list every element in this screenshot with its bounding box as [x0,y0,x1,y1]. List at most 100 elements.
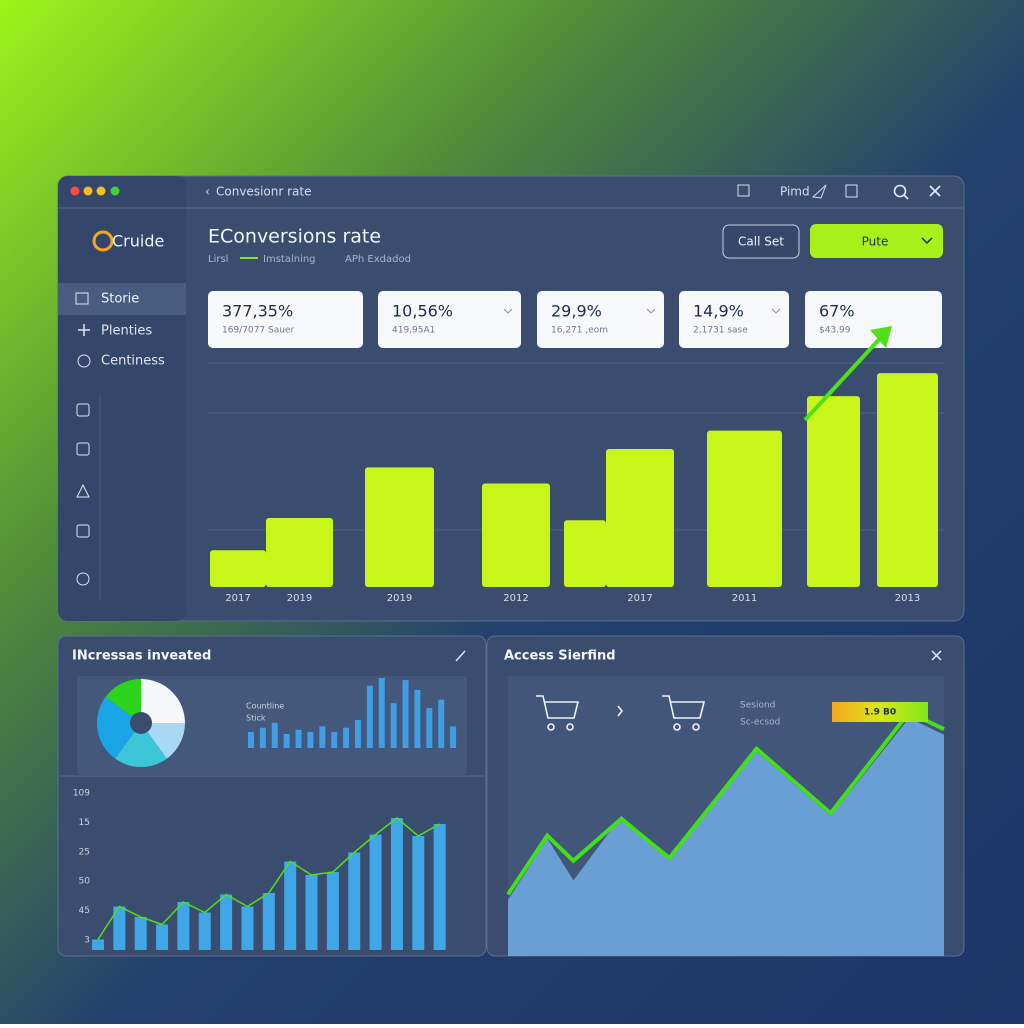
x-tick-label: 2017 [627,593,652,604]
x-tick-label: 2012 [503,593,528,604]
bar [450,726,457,748]
search-icon[interactable] [893,184,907,198]
axis-label: 25 [79,847,90,857]
bar [177,902,190,950]
nav-icon[interactable] [76,524,90,538]
note: Sesiond [740,701,775,711]
bar [378,678,385,748]
chevron[interactable] [921,237,933,245]
back-chevron[interactable]: ‹ [205,185,210,199]
logo: Cruide [112,232,164,251]
button[interactable] [722,224,800,259]
nav-icon[interactable] [76,403,90,417]
bar [807,396,860,587]
icon[interactable] [845,184,858,198]
kpi-value: 67% [819,302,855,321]
close-icon[interactable] [931,650,942,661]
bar [606,449,674,587]
kpi-card [679,291,789,348]
window-dot[interactable] [96,186,106,196]
search-label[interactable]: Pimd [780,185,810,199]
nav-icon[interactable] [76,572,90,586]
filter[interactable]: Imstalning [263,254,316,265]
icon[interactable] [737,184,750,197]
bar [331,731,338,748]
page-title: EConversions rate [208,226,381,248]
pie-slice [115,723,167,767]
bar [210,550,266,587]
bar [266,518,333,587]
kpi-value: 10,56% [392,302,453,321]
kpi-row: 377,35% 169/7077 Sauer 10,56% 419,95A1 29,9%… [208,291,942,348]
logo-icon [92,230,114,252]
kpi-card [378,291,521,348]
filter[interactable]: APh Exdadod [345,254,411,265]
bar [92,939,104,950]
pie-slice [105,679,141,723]
bar [707,430,782,587]
kpi-value: 377,35% [222,302,293,321]
bar [262,893,275,950]
button-label[interactable]: Pute [862,235,889,249]
axis-label: 109 [73,789,90,799]
bar [355,720,361,748]
kpi-label: $43.99 [819,326,851,336]
bar [433,824,446,950]
kpi-card [208,291,363,348]
trend-line [97,817,441,940]
nav-item[interactable]: Storie [101,292,139,307]
kpi-label: 419,95A1 [392,326,435,336]
close-icon[interactable] [929,185,941,197]
badge-label: 1.9 B0 [864,708,896,718]
bar [366,685,373,748]
filter[interactable]: Lirsl [208,254,228,265]
x-tick-label: 2011 [732,593,757,604]
axis-label: 3 [84,936,90,946]
axis-label: 45 [79,906,90,916]
button-label[interactable]: Call Set [738,235,784,249]
chevron [646,308,656,314]
trend-arrow [803,331,887,422]
window-dot[interactable] [70,186,80,196]
bar [365,467,434,587]
bar [307,731,314,748]
bar [412,836,425,950]
nav-item[interactable]: Centiness [101,354,165,369]
bar [390,703,397,748]
send-icon[interactable] [811,184,827,199]
search-icon[interactable] [903,194,909,200]
window-dot[interactable] [110,186,120,196]
bar [284,861,297,950]
badge [832,702,928,722]
bar [426,708,433,748]
window-title: Convesionr rate [216,185,311,199]
bar [248,731,254,748]
nav-icon[interactable] [76,483,90,498]
panel-title: INcressas inveated [72,649,211,664]
bar [241,906,254,950]
kpi-value: 29,9% [551,302,602,321]
window-dot[interactable] [83,186,93,196]
button[interactable] [810,224,943,258]
x-tick-label: 2013 [895,593,920,604]
nav-item[interactable]: Plenties [101,324,152,339]
pie-slice [141,723,185,759]
bar [438,699,445,748]
kpi-card [805,291,942,348]
note: Sc-ecsod [740,718,780,728]
nav-icon[interactable] [76,442,90,456]
bar [259,727,266,748]
x-tick-label: 2017 [225,593,250,604]
bar [295,729,302,748]
bar [113,906,126,950]
kpi-label: 16,271 ,eom [551,326,608,336]
bar [283,734,290,748]
axis-label: 50 [79,877,91,887]
edit-icon[interactable] [455,650,466,662]
pie-hole [130,712,152,734]
bar [326,872,339,950]
bar [220,894,233,950]
bar [877,373,938,587]
kpi-value: 14,9% [693,302,744,321]
bar [271,722,278,748]
